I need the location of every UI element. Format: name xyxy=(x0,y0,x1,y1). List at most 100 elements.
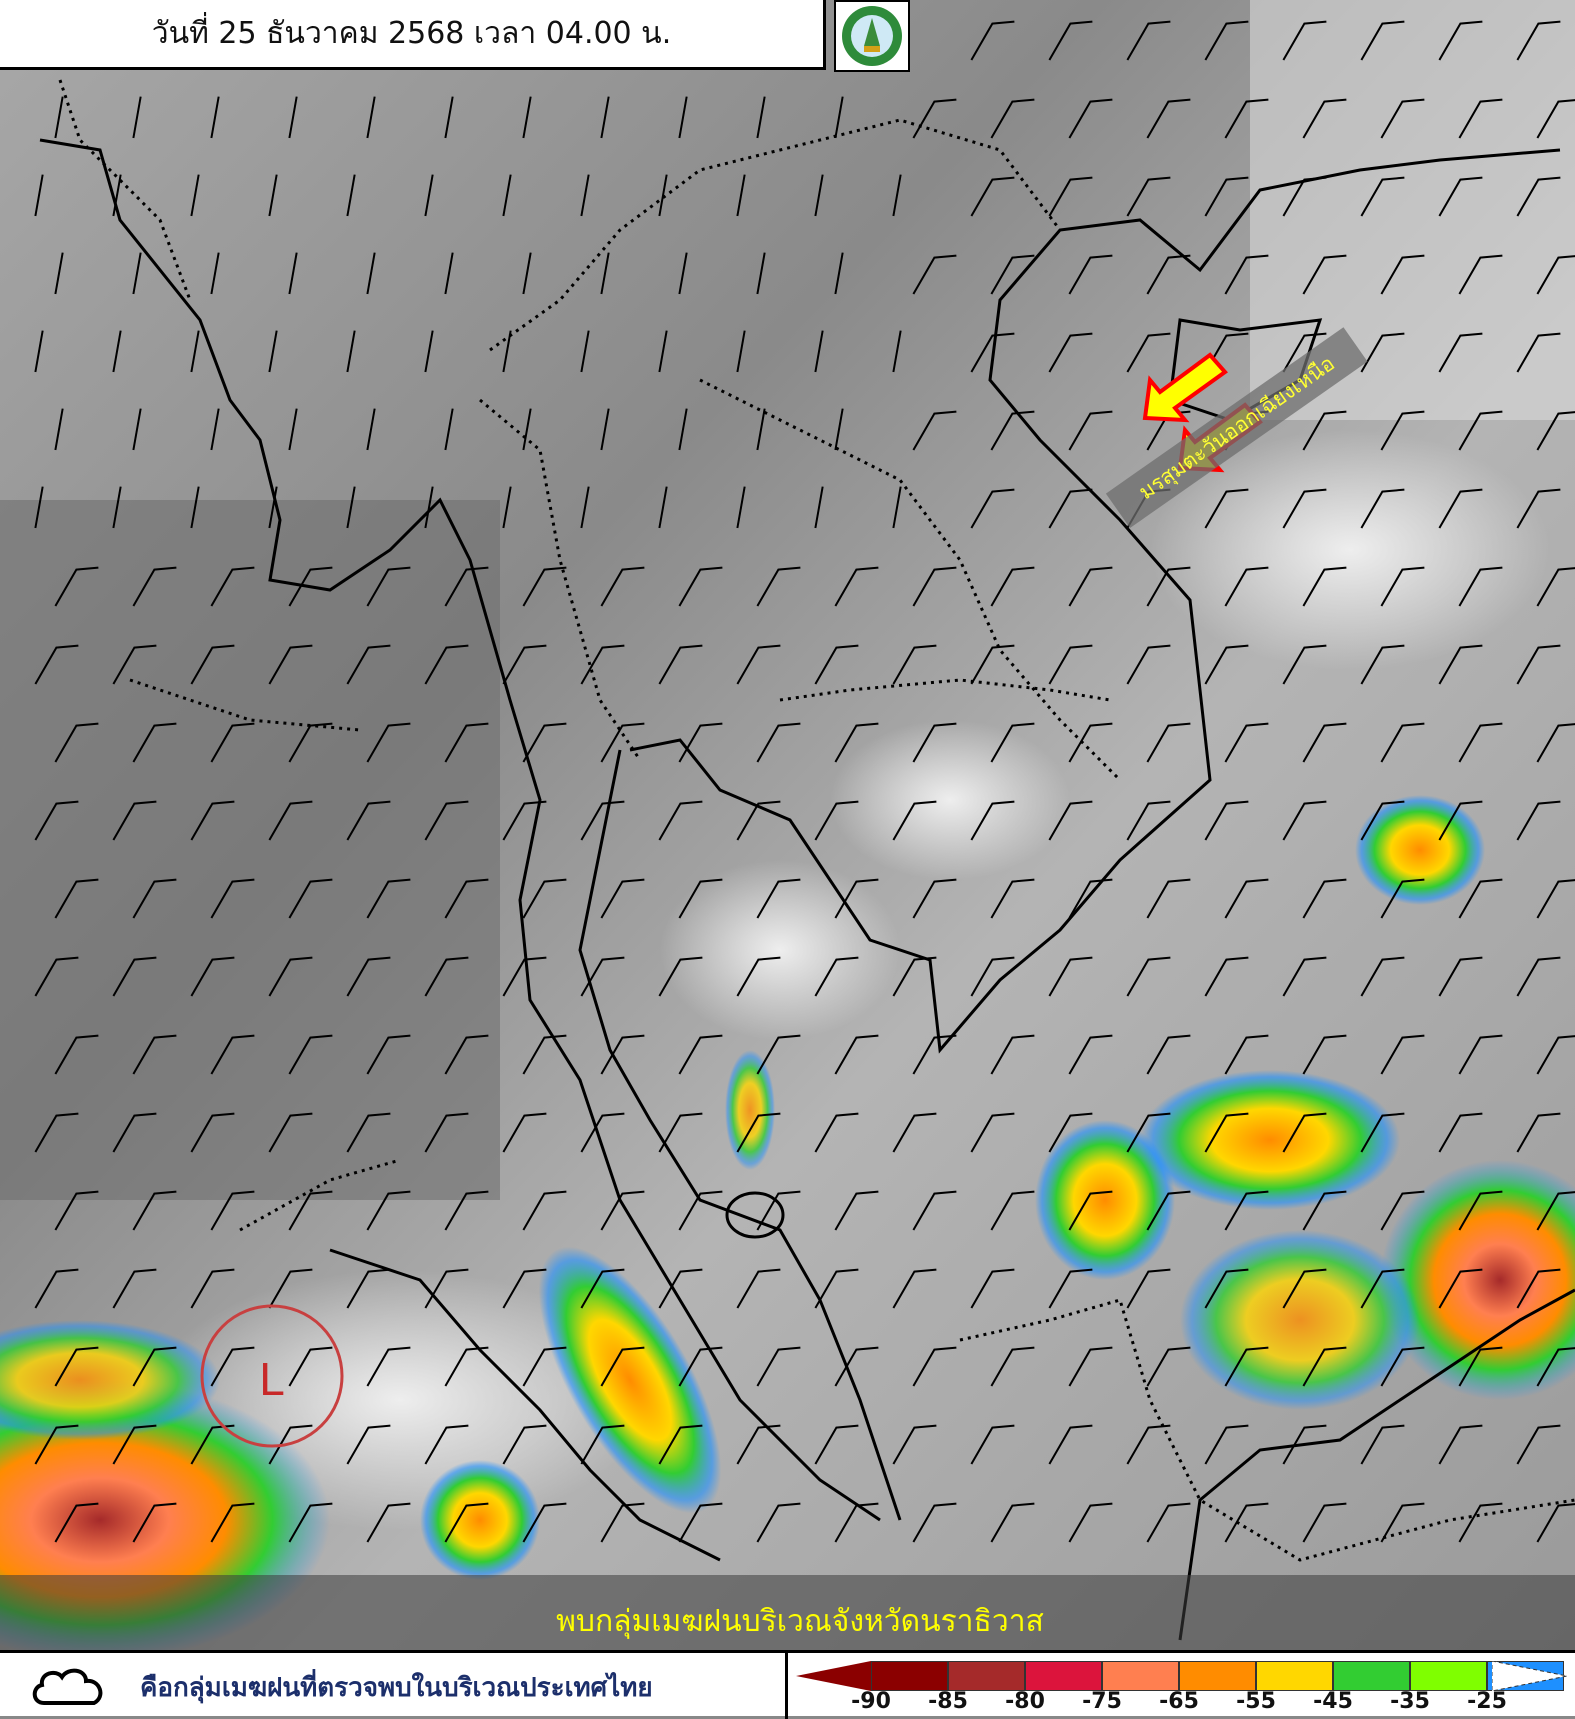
wind-barb xyxy=(210,878,255,919)
wind-barb xyxy=(34,1268,79,1309)
wind-barb xyxy=(366,252,376,295)
wind-barb xyxy=(346,956,391,997)
scale-swatch xyxy=(871,1661,948,1691)
wind-barb xyxy=(190,644,235,685)
wind-barb xyxy=(1224,878,1269,919)
wind-barb xyxy=(678,1346,723,1387)
wind-barb xyxy=(1536,255,1575,295)
wind-barb xyxy=(1360,1268,1405,1309)
wind-barb xyxy=(756,722,801,763)
wind-barb xyxy=(678,408,688,451)
wind-barb xyxy=(132,1190,177,1231)
wind-barb xyxy=(580,1268,625,1309)
wind-barb xyxy=(600,96,610,139)
wind-barb xyxy=(210,1190,255,1231)
wind-barb xyxy=(112,1268,157,1309)
wind-barb xyxy=(678,722,723,763)
wind-barb xyxy=(444,566,489,607)
wind-barb xyxy=(1068,722,1113,763)
wind-barb xyxy=(1204,1268,1249,1309)
wind-barb xyxy=(34,644,79,685)
wind-barb xyxy=(34,956,79,997)
page-title: วันที่ 25 ธันวาคม 2568 เวลา 04.00 น. xyxy=(0,0,826,70)
wind-barb xyxy=(54,1346,99,1387)
wind-barb xyxy=(54,408,64,451)
wind-barb xyxy=(912,254,957,295)
footer: คือกลุ่มเมฆฝนที่ตรวจพบในบริเวณประเทศไทย … xyxy=(0,1650,1575,1719)
wind-barb xyxy=(366,1502,411,1543)
wind-barb xyxy=(346,1268,391,1309)
wind-barb xyxy=(346,486,356,529)
wind-barb xyxy=(112,800,157,841)
wind-barb xyxy=(1380,722,1425,763)
wind-barb xyxy=(268,800,313,841)
wind-barb xyxy=(1068,98,1113,139)
wind-barb xyxy=(1360,1112,1405,1153)
wind-barb xyxy=(288,1502,333,1543)
wind-barb xyxy=(522,1502,567,1543)
wind-barb xyxy=(522,252,532,295)
wind-barb xyxy=(522,1034,567,1075)
wind-barb xyxy=(54,566,99,607)
wind-barb xyxy=(288,252,298,295)
wind-barb xyxy=(1360,1424,1405,1465)
wind-barb xyxy=(600,566,645,607)
wind-barb xyxy=(1536,1347,1575,1387)
wind-barb xyxy=(1302,1502,1347,1543)
wind-barb xyxy=(1438,800,1483,841)
wind-barb xyxy=(210,1346,255,1387)
wind-barb xyxy=(1380,1034,1425,1075)
wind-barb xyxy=(288,566,333,607)
wind-barb xyxy=(366,1034,411,1075)
wind-barb xyxy=(112,174,122,217)
scale-tick-label: -45 xyxy=(1313,1689,1353,1714)
wind-barb xyxy=(424,486,434,529)
wind-barb xyxy=(1204,176,1249,217)
wind-barb xyxy=(678,1502,723,1543)
wind-barb xyxy=(1146,878,1191,919)
wind-barb xyxy=(1068,410,1113,451)
wind-barb xyxy=(834,252,844,295)
wind-barb xyxy=(658,330,668,373)
wind-barb xyxy=(1380,98,1425,139)
wind-barb xyxy=(1126,20,1171,61)
wind-barb xyxy=(190,174,200,217)
wind-barb xyxy=(190,1268,235,1309)
wind-barb xyxy=(970,644,1015,685)
wind-barb xyxy=(1458,566,1503,607)
wind-barb xyxy=(1516,644,1561,685)
wind-barb xyxy=(132,252,142,295)
wind-barb xyxy=(1204,20,1249,61)
wind-barb xyxy=(1536,411,1575,451)
wind-barb xyxy=(132,1346,177,1387)
wind-barb xyxy=(970,488,1015,529)
wind-barb xyxy=(990,722,1035,763)
wind-barb xyxy=(132,408,142,451)
wind-barb xyxy=(912,1190,957,1231)
wind-barb xyxy=(1048,800,1093,841)
wind-barb xyxy=(210,408,220,451)
scale-tick-label: -90 xyxy=(851,1689,891,1714)
wind-barb xyxy=(54,1502,99,1543)
wind-barb xyxy=(210,566,255,607)
wind-barb xyxy=(970,1268,1015,1309)
wind-barb xyxy=(1360,800,1405,841)
wind-barb xyxy=(1204,644,1249,685)
wind-barb xyxy=(1204,488,1249,529)
wind-barb xyxy=(502,1112,547,1153)
wind-barb xyxy=(756,1502,801,1543)
wind-barb xyxy=(112,1112,157,1153)
wind-barb xyxy=(132,96,142,139)
wind-barb xyxy=(814,956,859,997)
wind-barb xyxy=(1282,1424,1327,1465)
wind-barb xyxy=(1224,722,1269,763)
wind-barb xyxy=(1146,722,1191,763)
wind-barb xyxy=(1048,644,1093,685)
wind-barb xyxy=(424,1112,469,1153)
wind-barb xyxy=(1302,1190,1347,1231)
wind-barb xyxy=(268,956,313,997)
wind-barb xyxy=(34,1112,79,1153)
wind-barb xyxy=(210,722,255,763)
scale-tick-label: -65 xyxy=(1159,1689,1199,1714)
wind-barb xyxy=(912,1502,957,1543)
